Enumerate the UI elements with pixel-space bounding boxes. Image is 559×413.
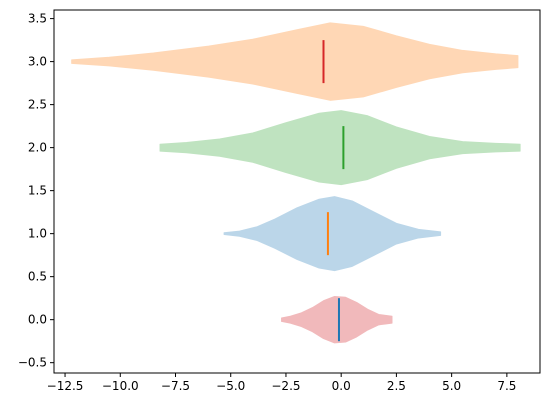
x-tick-label-7: 5.0 (442, 379, 461, 393)
y-tick-label-6: 2.5 (28, 98, 47, 112)
violin-body-2 (159, 110, 521, 186)
x-tick-label-8: 7.5 (497, 379, 516, 393)
x-tick-label-6: 2.5 (387, 379, 406, 393)
x-tick-label-4: −2.5 (271, 379, 300, 393)
violin-body-1 (223, 196, 442, 272)
plot-frame (53, 9, 541, 374)
medians-layer (322, 40, 345, 342)
y-tick-label-8: 3.5 (28, 12, 47, 26)
y-axis: −0.5 0.0 0.5 1.0 1.5 2.0 2.5 3.0 3.5 (18, 12, 54, 370)
x-tick-label-0: −12.5 (47, 379, 84, 393)
y-tick-label-2: 0.5 (28, 270, 47, 284)
y-tick-label-7: 3.0 (28, 55, 47, 69)
x-tick-label-2: −7.5 (161, 379, 190, 393)
x-tick-label-5: 0.0 (332, 379, 351, 393)
violin-body-0 (281, 295, 393, 344)
y-tick-label-5: 2.0 (28, 141, 47, 155)
x-tick-label-1: −10.0 (102, 379, 139, 393)
y-tick-label-1: 0.0 (28, 313, 47, 327)
y-tick-label-3: 1.0 (28, 227, 47, 241)
x-tick-label-3: −5.0 (216, 379, 245, 393)
x-axis: −12.5 −10.0 −7.5 −5.0 −2.5 0.0 2.5 5.0 7.5 (47, 373, 516, 393)
violin-body-3 (71, 22, 519, 101)
violins-layer (71, 22, 521, 344)
y-tick-label-0: −0.5 (18, 356, 47, 370)
y-tick-label-4: 1.5 (28, 184, 47, 198)
